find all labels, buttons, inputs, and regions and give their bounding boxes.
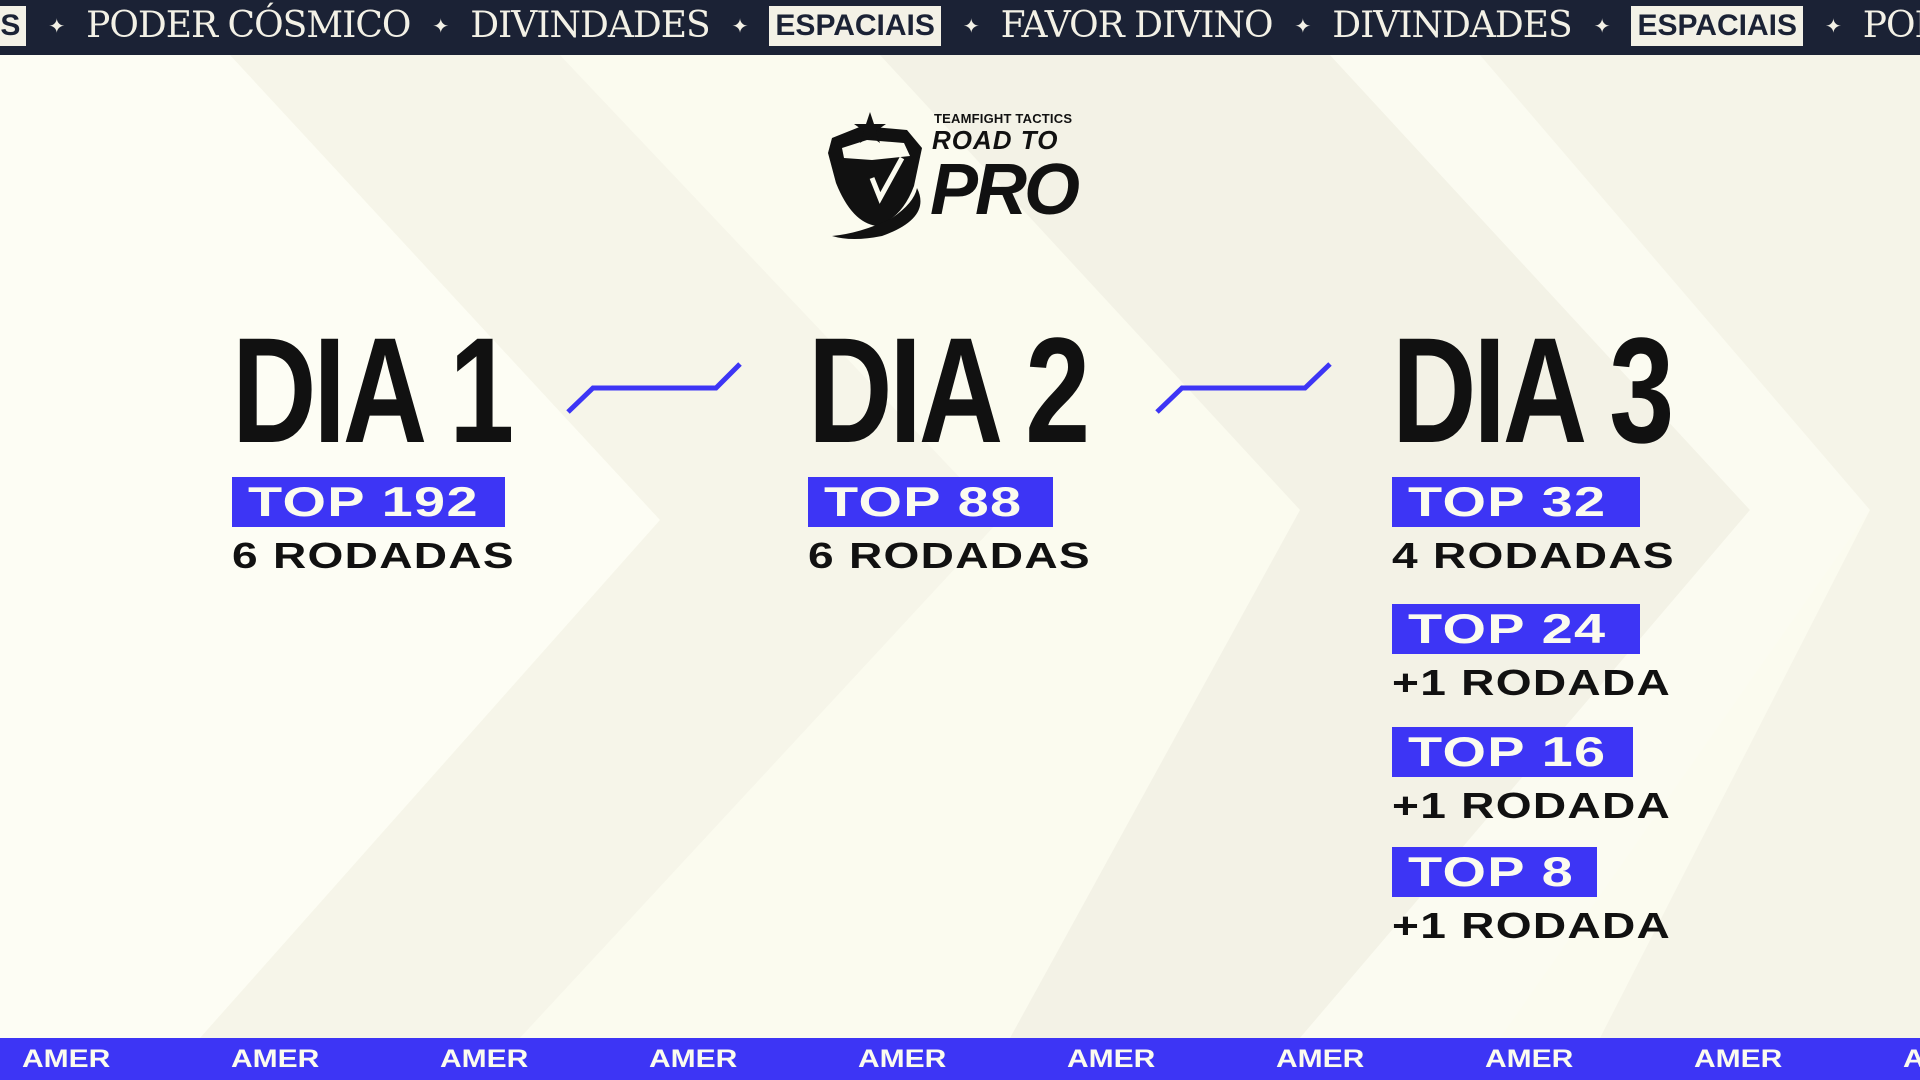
day-1-column: DIA 1 [232, 306, 590, 474]
ticker-item: PODER CÓSMICO [86, 5, 411, 46]
top-badge-label: TOP 88 [824, 478, 1023, 525]
connector-day2-day3 [1155, 362, 1332, 414]
region-label: AMER [231, 1045, 320, 1073]
ticker-item: DIVINDADES [1332, 5, 1572, 46]
sparkle-star-icon: ✦ [1294, 14, 1311, 38]
top-ticker: IS ✦ PODER CÓSMICO ✦ DIVINDADES ✦ ESPACIAIS ✦ FA… [0, 0, 1920, 55]
logo-line1: TEAMFIGHT TACTICS [934, 111, 1073, 126]
ticker-item: ESPACIAIS [1631, 6, 1803, 46]
region-label: AMER [1485, 1045, 1574, 1073]
region-label: AMER [22, 1045, 111, 1073]
sparkle-star-icon: ✦ [1824, 14, 1842, 38]
rounds-label: +1 RODADA [1392, 785, 1672, 826]
sparkle-star-icon: ✦ [1593, 14, 1611, 38]
top-badge-label: TOP 16 [1408, 728, 1607, 775]
top-badge: TOP 24 [1392, 604, 1640, 654]
chevron-band [200, 55, 1000, 1038]
region-label: AMER [649, 1045, 738, 1073]
day-2-column: DIA 2 [808, 306, 1166, 474]
top-badge: TOP 88 [808, 477, 1053, 527]
bottom-ticker: AMER AMER AMER AMER AMER AMER AMER AMER AMER AMER [0, 1038, 1920, 1080]
region-label: AMER [858, 1045, 947, 1073]
connector-day1-day2 [566, 362, 742, 414]
top-ticker-track: IS ✦ PODER CÓSMICO ✦ DIVINDADES ✦ ESPACIAIS ✦ FA… [0, 4, 1920, 48]
logo-line3: PRO [930, 150, 1080, 230]
ticker-item: PODE [1862, 5, 1920, 46]
chevron-band [880, 55, 1750, 1038]
sparkle-star-icon: ✦ [962, 14, 980, 38]
ticker-item: IS [0, 6, 27, 46]
top-badge-label: TOP 8 [1408, 848, 1575, 895]
region-label: AMER [440, 1045, 529, 1073]
day-title: DIA 3 [1392, 306, 1674, 474]
road-to-pro-logo: TEAMFIGHT TACTICS ROAD TO PRO [822, 108, 1102, 248]
top-badge-label: TOP 192 [248, 478, 479, 525]
trophy-icon [828, 112, 922, 239]
rounds-label: +1 RODADA [1392, 905, 1672, 946]
rounds-label: 6 RODADAS [232, 535, 515, 576]
sparkle-star-icon: ✦ [432, 14, 449, 38]
ticker-item: FAVOR DIVINO [1000, 5, 1274, 46]
top-badge: TOP 16 [1392, 727, 1633, 777]
day-3-column: DIA 3 [1392, 306, 1750, 474]
ticker-item: ESPACIAIS [769, 6, 941, 46]
region-label: AMER [1903, 1045, 1920, 1073]
day-title: DIA 1 [232, 306, 514, 474]
sparkle-star-icon: ✦ [731, 14, 749, 38]
region-label: AMER [1067, 1045, 1156, 1073]
region-label: AMER [1694, 1045, 1783, 1073]
region-label: AMER [1276, 1045, 1365, 1073]
chevron-band [1300, 55, 1870, 1038]
rounds-label: 6 RODADAS [808, 535, 1091, 576]
sparkle-star-icon: ✦ [48, 14, 65, 38]
logo-line2: ROAD TO [932, 125, 1059, 155]
rounds-label: +1 RODADA [1392, 662, 1672, 703]
top-badge: TOP 192 [232, 477, 505, 527]
top-badge-label: TOP 24 [1408, 605, 1607, 652]
top-badge-label: TOP 32 [1408, 478, 1607, 525]
chevron-band [520, 55, 1300, 1038]
day-title: DIA 2 [808, 306, 1090, 474]
top-badge: TOP 32 [1392, 477, 1640, 527]
chevron-band [1480, 55, 1920, 1038]
ticker-item: DIVINDADES [470, 5, 710, 46]
top-badge: TOP 8 [1392, 847, 1597, 897]
chevron-band [0, 55, 660, 1038]
rounds-label: 4 RODADAS [1392, 535, 1675, 576]
